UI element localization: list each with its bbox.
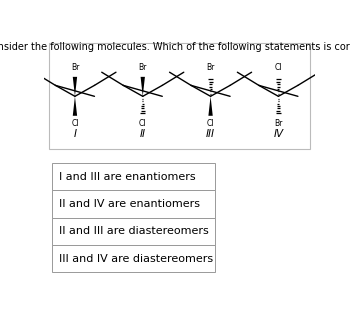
FancyBboxPatch shape	[52, 218, 215, 245]
Text: I and III are enantiomers: I and III are enantiomers	[59, 172, 195, 182]
Text: III and IV are diastereomers: III and IV are diastereomers	[59, 254, 213, 264]
FancyBboxPatch shape	[52, 245, 215, 272]
Text: Br: Br	[139, 64, 147, 72]
Text: III: III	[206, 129, 215, 139]
FancyBboxPatch shape	[52, 191, 215, 218]
Text: Cl: Cl	[139, 119, 147, 128]
Text: Br: Br	[206, 64, 215, 72]
FancyBboxPatch shape	[49, 43, 309, 149]
Polygon shape	[73, 77, 77, 96]
Text: II and III are diastereomers: II and III are diastereomers	[59, 226, 208, 236]
Text: Br: Br	[274, 119, 282, 128]
Text: Consider the following molecules. Which of the following statements is correct?: Consider the following molecules. Which …	[0, 42, 350, 52]
Text: II and IV are enantiomers: II and IV are enantiomers	[59, 199, 199, 209]
Text: IV: IV	[273, 129, 284, 139]
Polygon shape	[208, 96, 213, 116]
Polygon shape	[141, 77, 145, 96]
Polygon shape	[73, 96, 77, 116]
Text: Cl: Cl	[71, 119, 79, 128]
Text: Cl: Cl	[207, 119, 214, 128]
Text: Br: Br	[71, 64, 79, 72]
Text: II: II	[140, 129, 146, 139]
Text: Cl: Cl	[275, 64, 282, 72]
Text: I: I	[74, 129, 76, 139]
FancyBboxPatch shape	[52, 163, 215, 191]
